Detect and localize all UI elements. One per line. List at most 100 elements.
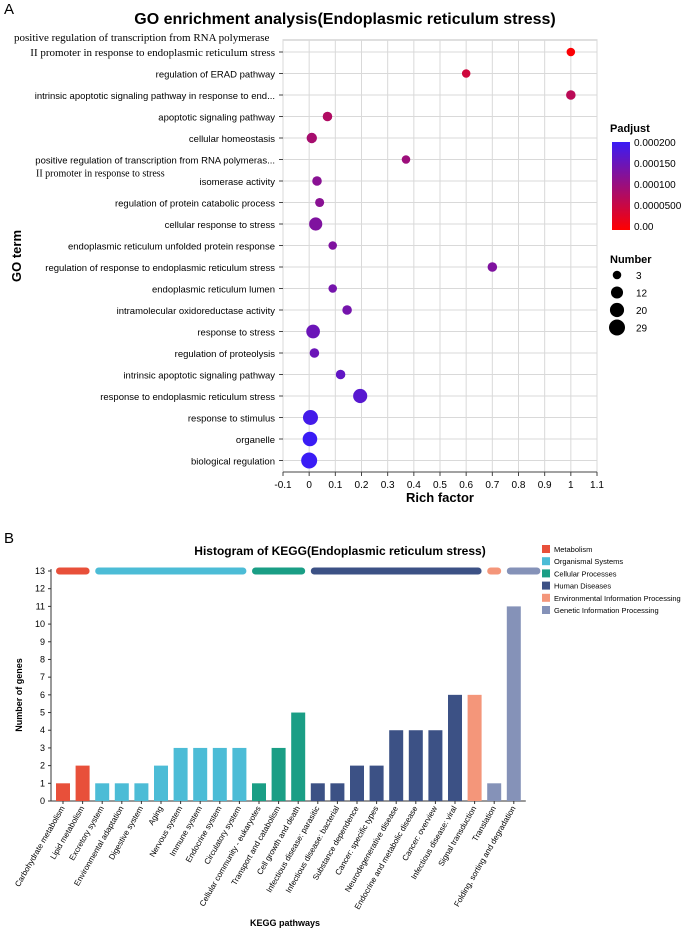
kegg-bar	[291, 712, 306, 801]
kegg-legend-label: Metabolism	[554, 545, 592, 554]
kegg-y-tick-label: 13	[35, 566, 45, 576]
kegg-bars	[56, 606, 521, 801]
kegg-bar	[252, 783, 266, 801]
go-term-label: cellular homeostasis	[189, 134, 275, 145]
go-term-label: response to stress	[197, 328, 275, 339]
kegg-y-tick-label: 12	[35, 584, 45, 594]
kegg-group-bar	[252, 567, 306, 575]
kegg-legend-label: Cellular Processes	[554, 569, 617, 578]
kegg-bar	[95, 783, 110, 801]
go-point	[566, 47, 576, 57]
go-grid	[279, 39, 598, 476]
kegg-x-tick-label: Aging	[147, 805, 165, 827]
go-term-label: response to stimulus	[188, 414, 275, 425]
go-term-label: positive regulation of transcription fro…	[14, 32, 270, 44]
padjust-legend-labels: 0.000200 0.000150 0.000100 0.0000500 0.00	[634, 138, 682, 233]
go-term-label: organelle	[236, 435, 275, 446]
padjust-colorbar	[612, 142, 630, 230]
go-term-label: biological regulation	[191, 457, 275, 468]
go-term-label: endoplasmic reticulum unfolded protein r…	[68, 242, 275, 253]
kegg-bar	[428, 730, 443, 801]
kegg-bar	[350, 765, 364, 801]
number-legend-label: 3	[636, 271, 642, 282]
kegg-legend-swatch	[542, 581, 550, 590]
go-term-label: intrinsic apoptotic signaling pathway	[123, 371, 275, 382]
padjust-legend-label: 0.000200	[634, 138, 676, 149]
kegg-y-tick-label: 10	[35, 619, 45, 629]
kegg-y-tick-label: 6	[40, 690, 45, 700]
go-point	[306, 132, 317, 144]
number-legend-label: 20	[636, 306, 648, 317]
go-x-tick-labels: -0.1 0 0.1 0.2 0.3 0.4 0.5 0.6 0.7 0.8 0.9 1 1.1	[274, 480, 604, 491]
kegg-chart-title: Histogram of KEGG(Endoplasmic reticulum …	[194, 544, 485, 558]
go-point	[328, 284, 337, 293]
kegg-legend-swatch	[542, 606, 550, 614]
go-point	[322, 111, 333, 122]
go-point	[487, 262, 498, 272]
go-term-label: regulation of proteolysis	[175, 349, 276, 360]
kegg-y-tick-label: 4	[40, 725, 45, 735]
kegg-bar	[330, 783, 345, 801]
number-legend-title: Number	[610, 254, 652, 266]
kegg-legend-label: Genetic Information Processing	[554, 606, 659, 615]
kegg-legend-swatch	[542, 545, 550, 553]
kegg-legend-label: Human Diseases	[554, 582, 611, 591]
number-legend-dot	[610, 286, 624, 299]
go-x-tick-label: 0.9	[538, 480, 552, 491]
number-legend-dot	[609, 302, 625, 318]
kegg-group-bar	[95, 567, 247, 575]
padjust-legend-label: 0.000100	[634, 180, 676, 191]
go-x-tick-label: 0.4	[407, 480, 421, 491]
kegg-legend-label: Environmental Information Processing	[554, 594, 681, 603]
kegg-legend: Metabolism Organismal Systems Cellular Pro…	[542, 545, 681, 615]
kegg-legend-swatch	[542, 557, 550, 566]
go-x-tick-label: 0.8	[512, 480, 526, 491]
kegg-group-bars	[56, 567, 541, 575]
kegg-bar	[75, 765, 90, 801]
kegg-y-tick-label: 5	[40, 708, 45, 718]
kegg-y-tick-label: 2	[40, 761, 45, 771]
go-x-axis-label: Rich factor	[406, 490, 474, 505]
go-term-labels: positive regulation of transcription fro…	[14, 32, 275, 468]
number-legend-label: 12	[636, 289, 648, 300]
go-point	[302, 431, 318, 447]
go-point	[401, 155, 411, 164]
go-term-label: intramolecular oxidoreductase activity	[117, 306, 276, 317]
go-term-label: endoplasmic reticulum lumen	[152, 285, 275, 296]
kegg-y-tick-label: 3	[40, 743, 45, 753]
go-term-label: intrinsic apoptotic signaling pathway in…	[35, 91, 275, 102]
go-x-tick-label: 0.2	[355, 480, 369, 491]
go-point	[315, 197, 325, 208]
go-chart-title: GO enrichment analysis(Endoplasmic retic…	[134, 11, 555, 28]
kegg-bar	[389, 730, 404, 801]
go-term-label: cellular response to stress	[165, 220, 276, 231]
kegg-y-tick-label: 8	[40, 654, 45, 664]
kegg-bar	[154, 765, 168, 801]
go-point	[353, 388, 368, 404]
kegg-bar	[134, 783, 149, 801]
go-x-tick-label: 1.1	[590, 480, 604, 491]
go-point	[309, 217, 323, 231]
kegg-bar	[193, 747, 208, 801]
go-term-label: regulation of protein catabolic process	[115, 199, 275, 210]
kegg-group-bar	[310, 567, 482, 575]
go-point	[302, 409, 318, 426]
padjust-legend-title: Padjust	[610, 123, 650, 135]
go-x-tick-label: 0.7	[485, 480, 499, 491]
kegg-group-bar	[487, 567, 502, 575]
go-point	[306, 324, 320, 339]
go-x-tick-label: 1	[568, 480, 574, 491]
kegg-legend-label: Organismal Systems	[554, 557, 623, 566]
padjust-legend-label: 0.000150	[634, 159, 676, 170]
kegg-bar	[114, 783, 129, 801]
kegg-legend-swatch	[542, 569, 550, 578]
go-term-label: apoptotic signaling pathway	[158, 113, 275, 124]
kegg-group-bar	[56, 567, 90, 575]
kegg-axes	[48, 569, 526, 804]
kegg-y-tick-label: 7	[40, 672, 45, 682]
kegg-x-axis-label: KEGG pathways	[250, 918, 320, 928]
kegg-y-tick-label: 1	[40, 778, 45, 788]
kegg-bar	[369, 765, 384, 801]
